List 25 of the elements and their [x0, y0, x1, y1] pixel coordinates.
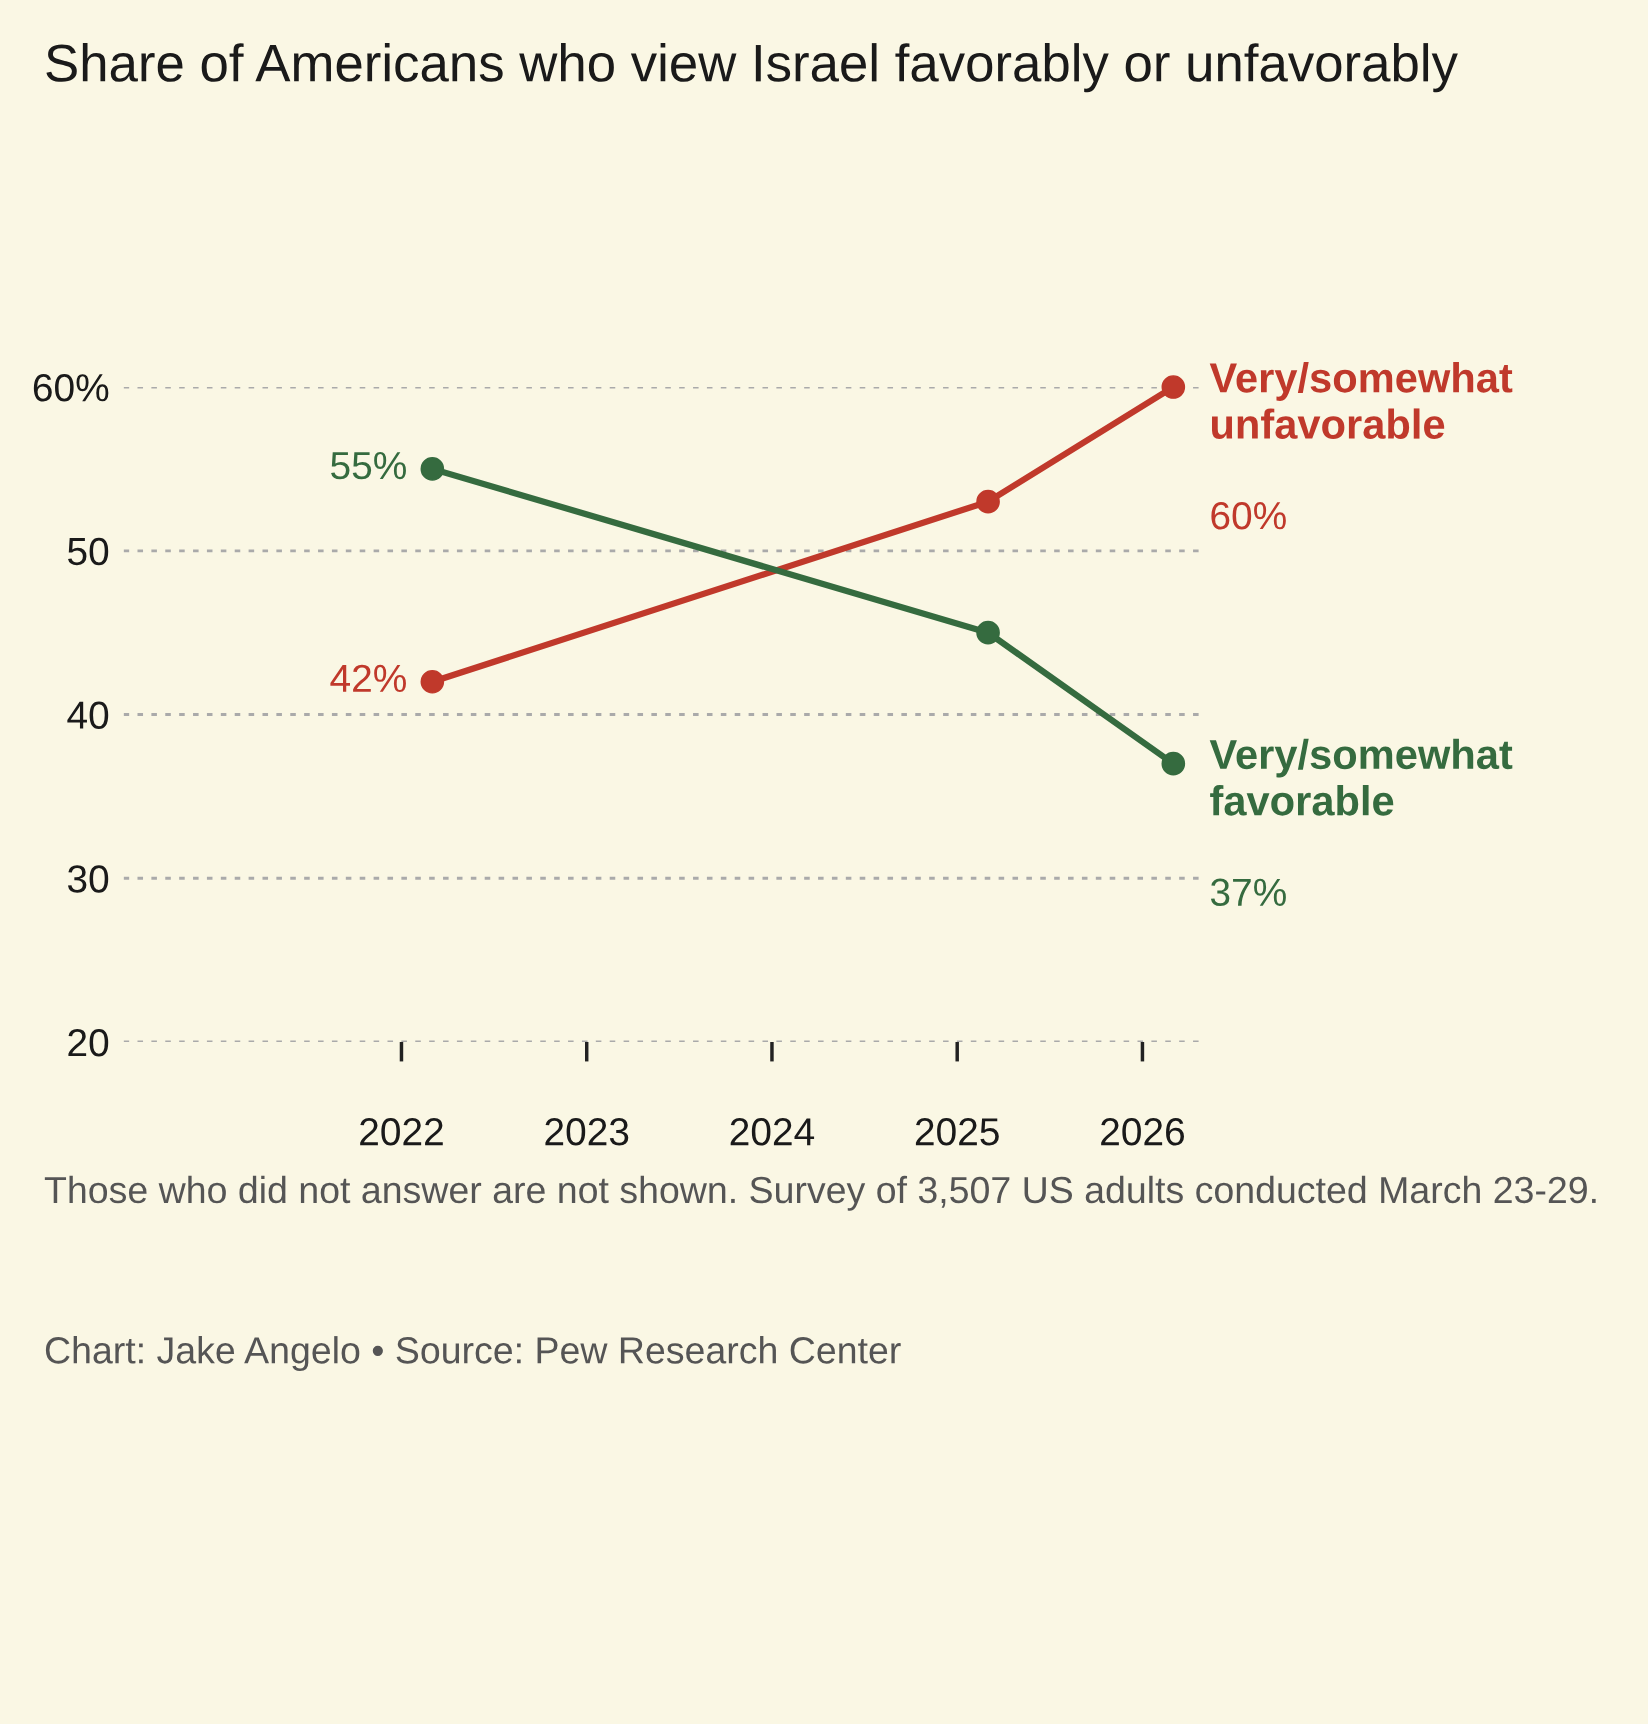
y-tick-label: 60%: [33, 373, 109, 402]
x-tick-label: 2024: [730, 1118, 815, 1146]
y-tick-label: 40: [67, 701, 109, 729]
x-tick-label: 2023: [545, 1118, 629, 1146]
series-label: Very/somewhat favorable: [1209, 738, 1513, 816]
x-tick-label: 2026: [1101, 1118, 1184, 1146]
point: [976, 489, 1000, 514]
point: [420, 669, 445, 694]
x-tick-label: 2025: [915, 1118, 999, 1146]
point: [1161, 375, 1186, 399]
text: Those who did not answer are not shown. Survey of 3,507 US adults conducted March 23-29.: [44, 1175, 1596, 1211]
chart-title: Share of Americans who view Israel favorably or unfavorably: [46, 43, 1458, 93]
text: Chart: Jake Angelo • Source: Pew Research Center: [45, 1336, 901, 1372]
series-label: Very/somewhat unfavorable: [1209, 362, 1513, 440]
point: [1161, 751, 1186, 776]
data-label: 42%: [330, 664, 406, 693]
point: [976, 620, 1000, 645]
y-tick-label: 50: [68, 537, 109, 566]
y-tick-label: 30: [67, 865, 109, 893]
data-label: 37%: [1210, 878, 1286, 907]
point: [420, 457, 445, 481]
data-label: 55%: [331, 451, 406, 480]
y-tick-label: 20: [68, 1028, 109, 1057]
x-tick-label: 2022: [360, 1118, 443, 1146]
data-label: 60%: [1211, 501, 1286, 530]
